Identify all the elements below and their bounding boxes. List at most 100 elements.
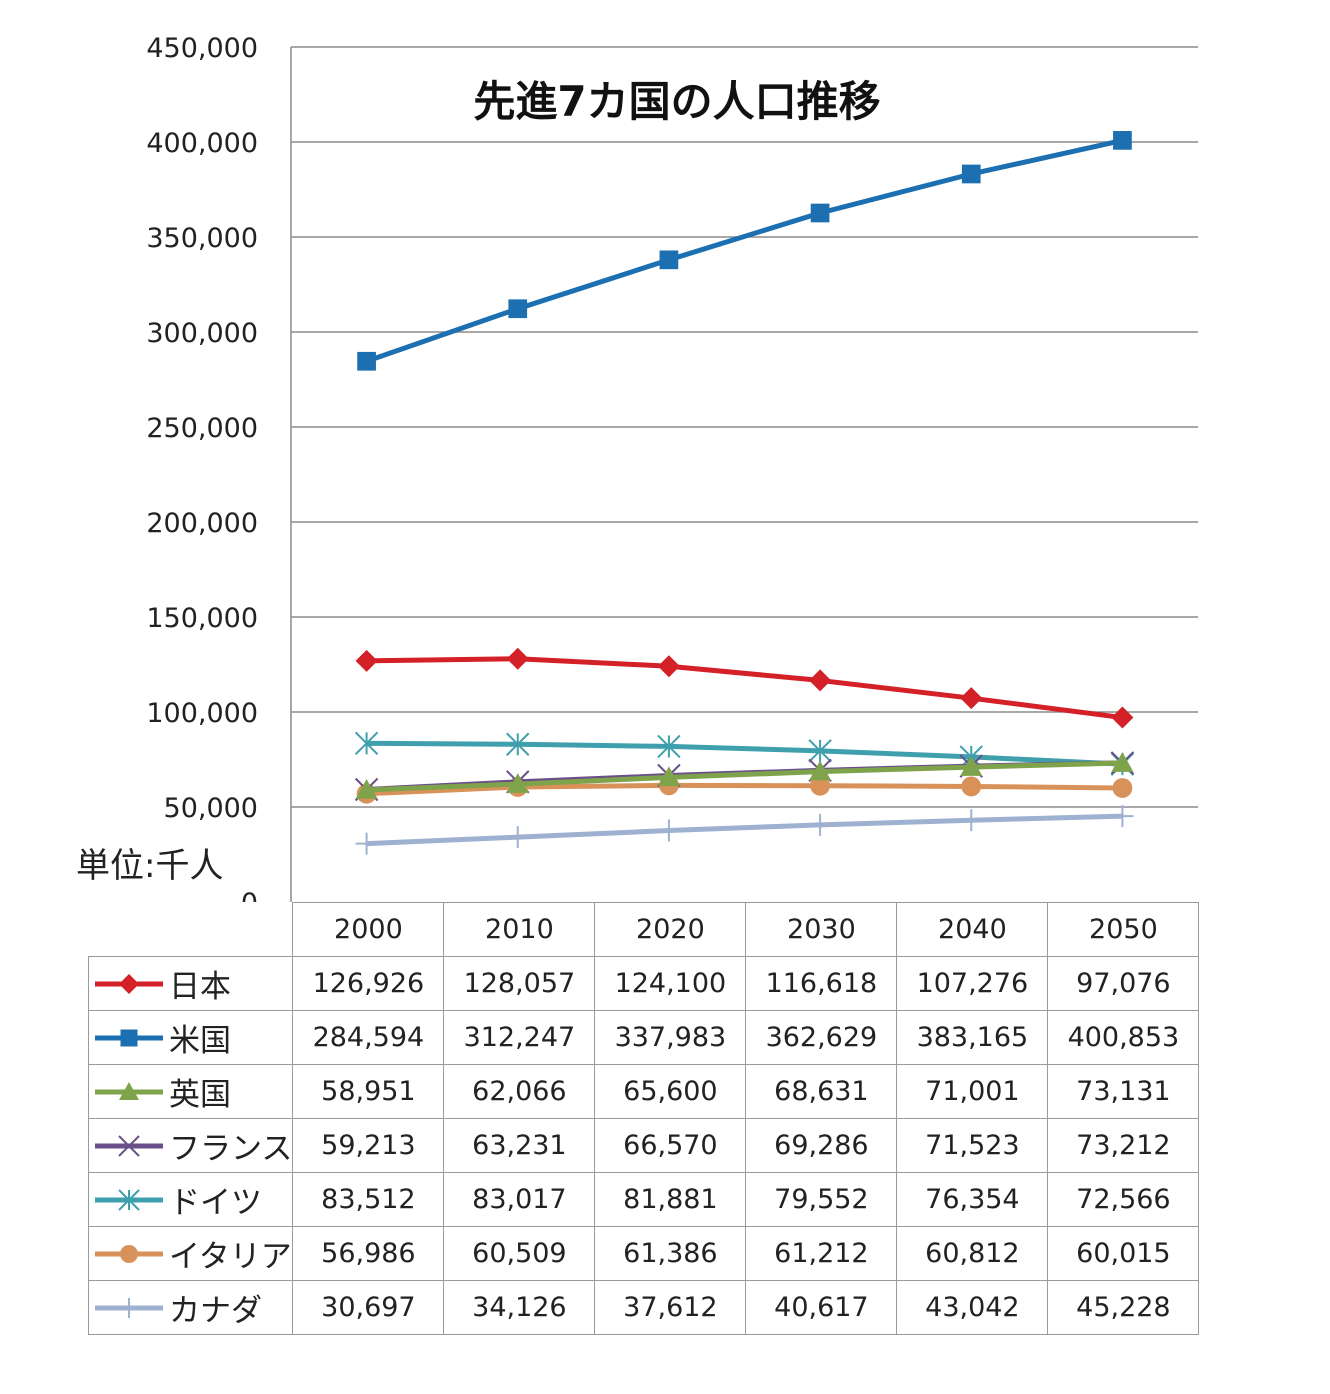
data-cell: 81,881 [594,1172,747,1227]
y-tick-label: 400,000 [146,128,258,159]
data-point-marker [357,351,376,371]
legend-entry: イタリア [87,1226,294,1281]
legend-label: 英国 [169,1077,231,1113]
legend-label: イタリア [169,1239,292,1275]
data-cell: 284,594 [292,1010,445,1065]
data-point-marker [355,832,378,855]
data-cell: 71,523 [896,1118,1049,1173]
line-chart: 0 50,000 100,000 150,000 200,000 250,000 300,0… [76,33,1198,902]
legend-swatch [95,1029,163,1046]
series-line [366,656,1123,721]
data-point-marker [657,734,681,759]
gridlines [291,46,1198,808]
y-tick-label: 100,000 [146,698,258,729]
y-tick-label: 350,000 [146,223,258,254]
series-line [366,760,1123,793]
data-point-marker [118,1188,140,1211]
data-point-marker [120,1244,138,1263]
data-cell: 97,076 [1047,956,1200,1011]
y-tick-label: 200,000 [146,508,258,539]
data-point-marker [506,732,530,756]
table-row: ドイツ 83,512 83,017 81,881 79,552 76,354 72,566 [87,1172,1200,1227]
data-point-marker [119,1081,139,1100]
data-cell: 83,512 [292,1172,445,1227]
series-英国 [355,752,1134,799]
data-cell: 56,986 [292,1226,445,1281]
series-日本 [355,647,1134,729]
data-cell: 116,618 [745,956,898,1011]
table-row: 米国 284,594 312,247 337,983 362,629 383,165 400… [87,1010,1200,1065]
data-cell: 362,629 [745,1010,898,1065]
data-point-marker [808,739,832,763]
legend-swatch [95,973,163,994]
data-cell: 65,600 [594,1064,747,1119]
data-cell: 59,213 [292,1118,445,1173]
table-header-row: 2000 2010 2020 2030 2040 2050 [88,902,1200,957]
data-point-marker [506,647,529,670]
data-cell: 43,042 [896,1280,1049,1335]
data-cell: 37,612 [594,1280,747,1335]
series-イタリア [356,775,1133,804]
series-lines [354,131,1135,855]
data-point-marker [659,250,679,270]
data-point-marker [118,1134,140,1157]
legend-swatch [95,1134,163,1157]
data-point-marker [810,203,830,223]
data-cell: 58,951 [292,1064,445,1119]
data-cell: 312,247 [443,1010,596,1065]
series-カナダ [355,805,1134,855]
data-cell: 76,354 [896,1172,1049,1227]
column-header-year: 2050 [1047,902,1200,957]
data-cell: 68,631 [745,1064,898,1119]
column-header-year: 2010 [443,902,596,957]
y-axis-ticks: 0 50,000 100,000 150,000 200,000 250,000 300,0… [146,33,258,902]
data-cell: 34,126 [443,1280,596,1335]
data-cell: 73,212 [1047,1118,1200,1173]
legend-label: フランス [169,1131,293,1167]
data-cell: 83,017 [443,1172,596,1227]
legend-label: 米国 [169,1023,231,1059]
data-cell: 61,386 [594,1226,747,1281]
data-point-marker [961,164,981,184]
data-point-marker [1112,778,1133,798]
table-row: イタリア 56,986 60,509 61,386 61,212 60,812 60,015 [87,1226,1200,1281]
data-cell: 60,015 [1047,1226,1200,1281]
y-tick-label: 300,000 [146,318,258,349]
legend-swatch [95,1081,163,1100]
data-cell: 400,853 [1047,1010,1200,1065]
column-header-year: 2040 [896,902,1049,957]
table-row: カナダ 30,697 34,126 37,612 40,617 43,042 45,228 [87,1280,1200,1335]
series-line [366,813,1123,847]
data-cell: 62,066 [443,1064,596,1119]
data-cell: 79,552 [745,1172,898,1227]
series-米国 [357,131,1132,371]
table-body: 日本 126,926 128,057 124,100 116,618 107,276 97,… [87,956,1200,1335]
data-point-marker [960,687,983,710]
data-point-marker [657,655,680,678]
legend-swatch [95,1188,163,1211]
legend-entry: フランス [87,1118,294,1173]
data-point-marker [961,776,982,797]
data-cell: 40,617 [745,1280,898,1335]
legend-label: カナダ [169,1293,262,1329]
legend-swatch [95,1297,163,1318]
y-tick-label: 450,000 [146,33,258,64]
table-corner [88,902,294,957]
chart-title: 先進7カ国の人口推移 [473,77,880,126]
data-point-marker [354,731,379,756]
data-cell: 66,570 [594,1118,747,1173]
data-point-marker [960,756,983,776]
table-row: 英国 58,951 62,066 65,600 68,631 71,001 73,131 [87,1064,1200,1119]
data-cell: 107,276 [896,956,1049,1011]
data-cell: 73,131 [1047,1064,1200,1119]
data-point-marker [355,778,378,799]
legend-entry: 米国 [87,1010,294,1065]
y-tick-label: 50,000 [164,793,258,824]
data-cell: 71,001 [896,1064,1049,1119]
data-cell: 72,566 [1047,1172,1200,1227]
data-point-marker [1111,805,1134,828]
data-cell: 128,057 [443,956,596,1011]
legend-entry: 日本 [87,956,294,1011]
legend-entry: 英国 [87,1064,294,1119]
series-line [366,740,1123,767]
